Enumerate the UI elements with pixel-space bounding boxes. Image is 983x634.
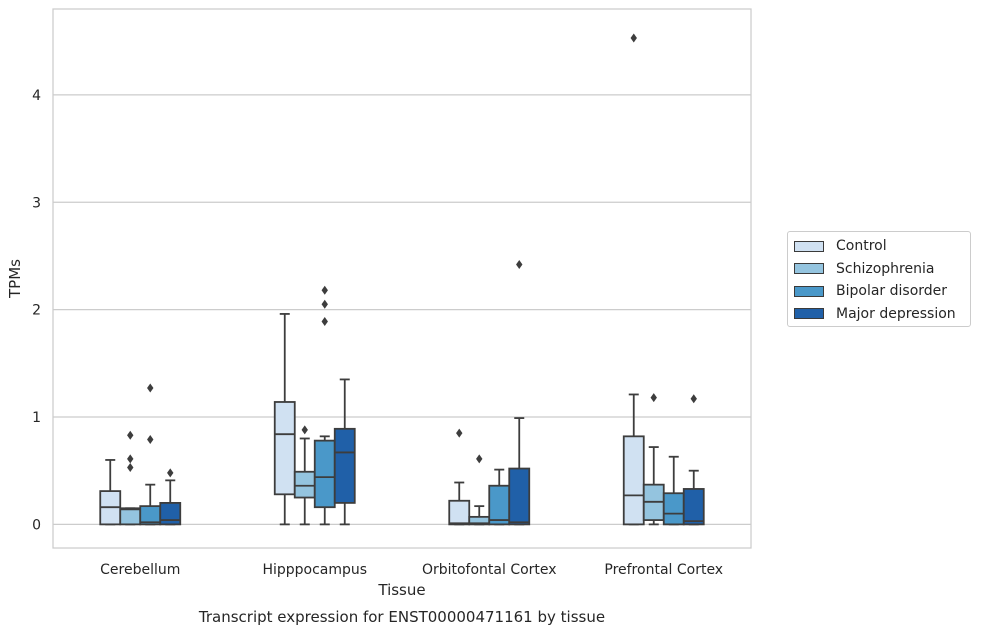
legend-label-bipolar-disorder: Bipolar disorder	[836, 283, 948, 300]
box-1-0	[119, 430, 142, 526]
y-axis-ticks: 0 1 2 3 4	[32, 88, 41, 533]
y-axis-title: TPMs	[6, 259, 24, 299]
legend-swatch-schizophrenia	[794, 263, 824, 275]
box-rect	[159, 502, 182, 526]
legend-label-major-depression: Major depression	[836, 305, 956, 322]
box-0-3	[622, 33, 645, 526]
box-rect	[662, 492, 685, 526]
chart-legend: Control Schizophrenia Bipolar disorder M…	[787, 231, 971, 327]
box-0-0	[99, 459, 122, 526]
x-tick-label-1: Hipppocampus	[262, 562, 367, 578]
box-3-0	[159, 468, 182, 526]
box-1-2	[468, 454, 491, 526]
box-rect	[448, 499, 471, 526]
box-2-3	[662, 455, 685, 526]
legend-swatch-control	[794, 240, 824, 252]
y-tick-label-4: 4	[32, 88, 41, 104]
outlier-point	[147, 435, 154, 445]
outlier-point	[147, 383, 154, 393]
x-axis-title: Tissue	[377, 581, 425, 599]
box-rect	[273, 401, 296, 496]
box-rect	[682, 488, 705, 526]
outlier-point	[167, 468, 174, 478]
outlier-point	[127, 430, 134, 440]
box-rect	[622, 435, 645, 526]
legend-item-schizophrenia: Schizophrenia	[794, 258, 970, 281]
y-tick-label-1: 1	[32, 410, 41, 426]
boxes-layer	[99, 33, 705, 526]
chart-title: Transcript expression for ENST0000047116…	[198, 608, 605, 626]
outlier-point	[456, 428, 463, 438]
outlier-point	[516, 260, 523, 270]
box-0-2	[448, 428, 471, 526]
box-rect	[313, 439, 336, 509]
box-3-2	[508, 260, 531, 526]
box-3-3	[682, 394, 705, 526]
legend-item-bipolar-disorder: Bipolar disorder	[794, 280, 970, 303]
box-1-1	[293, 425, 316, 526]
outlier-point	[690, 394, 697, 404]
plot-frame	[52, 8, 752, 549]
box-1-3	[642, 393, 665, 526]
x-tick-label-2: Orbitofontal Cortex	[422, 562, 557, 578]
box-rect	[333, 427, 356, 504]
outlier-point	[127, 454, 134, 464]
x-axis-ticks: Cerebellum Hipppocampus Orbitofontal Corte…	[100, 562, 723, 578]
box-2-2	[488, 468, 511, 526]
legend-swatch-bipolar-disorder	[794, 285, 824, 297]
box-rect	[293, 470, 316, 499]
legend-swatch-major-depression	[794, 308, 824, 320]
box-3-1	[333, 378, 356, 526]
outlier-point	[630, 33, 637, 43]
box-2-1	[313, 285, 336, 526]
box-2-0	[139, 383, 162, 526]
y-tick-label-0: 0	[32, 517, 41, 533]
x-tick-label-0: Cerebellum	[100, 562, 180, 578]
y-tick-label-2: 2	[32, 303, 41, 319]
legend-label-control: Control	[836, 238, 887, 255]
outlier-point	[321, 316, 328, 326]
outlier-point	[321, 285, 328, 295]
grid-layer	[53, 94, 751, 526]
outlier-point	[476, 454, 483, 464]
legend-item-control: Control	[794, 235, 970, 258]
x-tick-label-3: Prefrontal Cortex	[604, 562, 723, 578]
legend-label-schizophrenia: Schizophrenia	[836, 260, 935, 277]
outlier-point	[650, 393, 657, 403]
box-rect	[488, 484, 511, 526]
y-tick-label-3: 3	[32, 195, 41, 211]
box-rect	[508, 467, 531, 526]
outlier-point	[321, 299, 328, 309]
box-0-1	[273, 313, 296, 526]
outlier-point	[127, 462, 134, 472]
legend-item-major-depression: Major depression	[794, 303, 970, 326]
box-rect	[119, 507, 142, 526]
outlier-point	[301, 425, 308, 435]
